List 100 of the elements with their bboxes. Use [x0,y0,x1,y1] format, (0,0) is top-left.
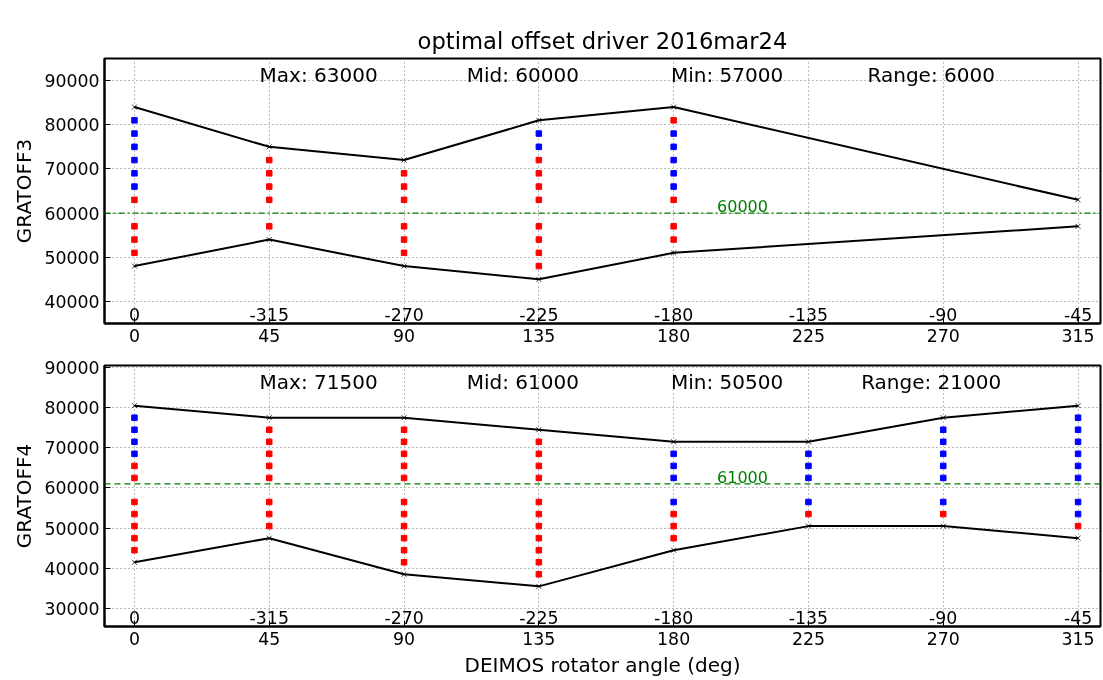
point [131,170,138,177]
x-tick-label: 0 [128,325,140,346]
point [131,402,138,409]
point [939,498,947,506]
x-axis-title: DEIMOS rotator angle (deg) [464,652,741,677]
point [535,236,543,243]
annotation: -90 [929,304,958,325]
point [131,117,138,124]
point [1074,450,1082,458]
point [266,156,273,164]
point [535,534,543,542]
point [940,523,947,529]
y-tick-label: 80000 [44,398,100,419]
point [131,249,138,257]
point [805,510,812,518]
point [535,156,543,164]
annotation: Max: 63000 [259,62,378,87]
annotation: Mid: 60000 [466,62,579,87]
point [266,535,273,542]
point [400,559,408,566]
x-tick-label: 225 [791,325,825,346]
point [670,117,677,124]
point [670,438,677,445]
point [1075,196,1081,203]
point [670,236,677,243]
x-tick-label: 315 [1061,628,1095,649]
point [131,450,138,458]
annotation: -45 [1063,304,1093,325]
point [670,130,677,137]
annotation: Min: 50500 [670,369,784,394]
x-tick-label: 135 [522,628,556,649]
point [670,196,677,204]
point [266,196,273,204]
point [805,462,812,470]
point [670,510,677,518]
point [1075,223,1081,230]
x-tick-label: 270 [926,325,960,346]
point [670,104,677,110]
annotation: -315 [249,304,289,325]
y-tick-label: 90000 [44,71,100,92]
point [670,450,677,458]
point [400,196,408,204]
point [131,143,138,151]
point [266,183,273,190]
point [266,462,273,470]
point [535,170,543,177]
annotation: Min: 57000 [670,62,784,87]
point [131,546,138,554]
y-tick-label: 70000 [44,438,100,459]
point [1074,414,1082,421]
point [400,534,408,542]
point [670,522,677,530]
point [535,223,543,230]
point [401,414,407,421]
point [131,462,138,470]
point [131,414,138,421]
point [1075,402,1081,409]
x-tick-label: 90 [393,628,416,649]
annotation: -225 [519,607,559,628]
y-tick-label: 50000 [44,518,100,539]
point [670,462,677,470]
point [266,426,273,433]
point [400,170,408,177]
point [535,262,543,270]
chart-title: optimal offset driver 2016mar24 [417,27,788,54]
point [535,196,543,204]
point [535,474,543,482]
point [401,571,407,578]
point [131,130,138,137]
annotation: -135 [788,607,829,628]
point [670,156,677,164]
point [400,522,408,530]
point [535,571,543,578]
point [939,438,947,446]
annotation: -225 [519,304,559,325]
x-tick-label: 90 [393,325,416,346]
point [805,498,812,506]
point [535,426,542,433]
point [670,534,677,542]
point [266,498,273,506]
point [535,546,543,554]
y-tick-label: 70000 [44,159,100,180]
point [131,183,138,190]
point [939,462,947,470]
annotation: 0 [128,607,140,628]
y-axis-title: GRATOFF4 [12,443,37,549]
annotation: -270 [384,304,424,325]
x-tick-label: 135 [522,325,556,346]
ref-line-label: 61000 [717,467,768,487]
point [400,438,408,446]
point [535,438,543,446]
annotation: -315 [249,607,289,628]
point [939,426,947,433]
y-tick-label: 30000 [44,598,100,619]
ref-line-label: 60000 [717,197,768,217]
point [670,223,677,230]
point [131,196,138,204]
annotation: -135 [788,304,829,325]
point [1074,462,1082,470]
point [266,522,273,530]
